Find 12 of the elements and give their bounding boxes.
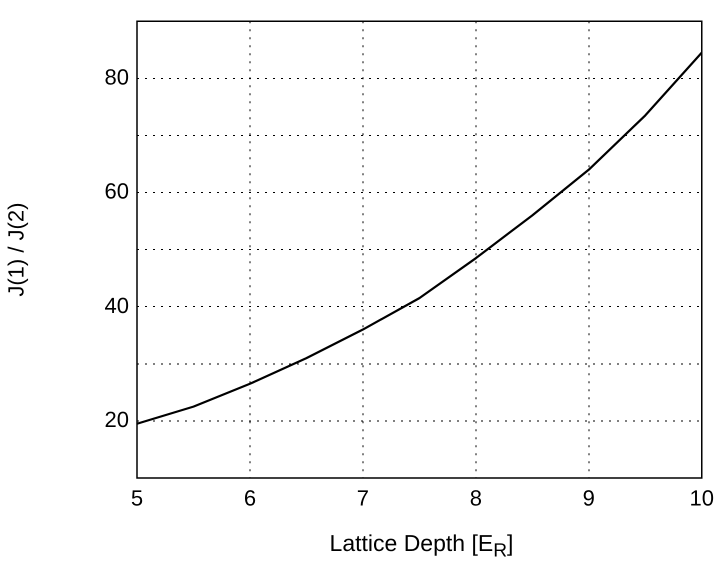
x-tick-label: 9: [582, 485, 595, 510]
y-tick-label: 80: [104, 64, 129, 90]
x-tick-label: 6: [244, 485, 256, 510]
y-axis-title: J(1) / J(2): [3, 202, 28, 297]
x-tick-label: 10: [690, 485, 714, 510]
y-tick-label: 60: [104, 178, 129, 204]
x-tick-label: 5: [130, 485, 144, 510]
x-axis-title: Lattice Depth [E$_{R}$]: [328, 530, 514, 563]
y-tick-label: 20: [104, 406, 129, 432]
x-tick-label: 8: [470, 485, 482, 510]
x-tick-label: 7: [356, 485, 370, 510]
y-tick-label: 40: [104, 292, 129, 318]
